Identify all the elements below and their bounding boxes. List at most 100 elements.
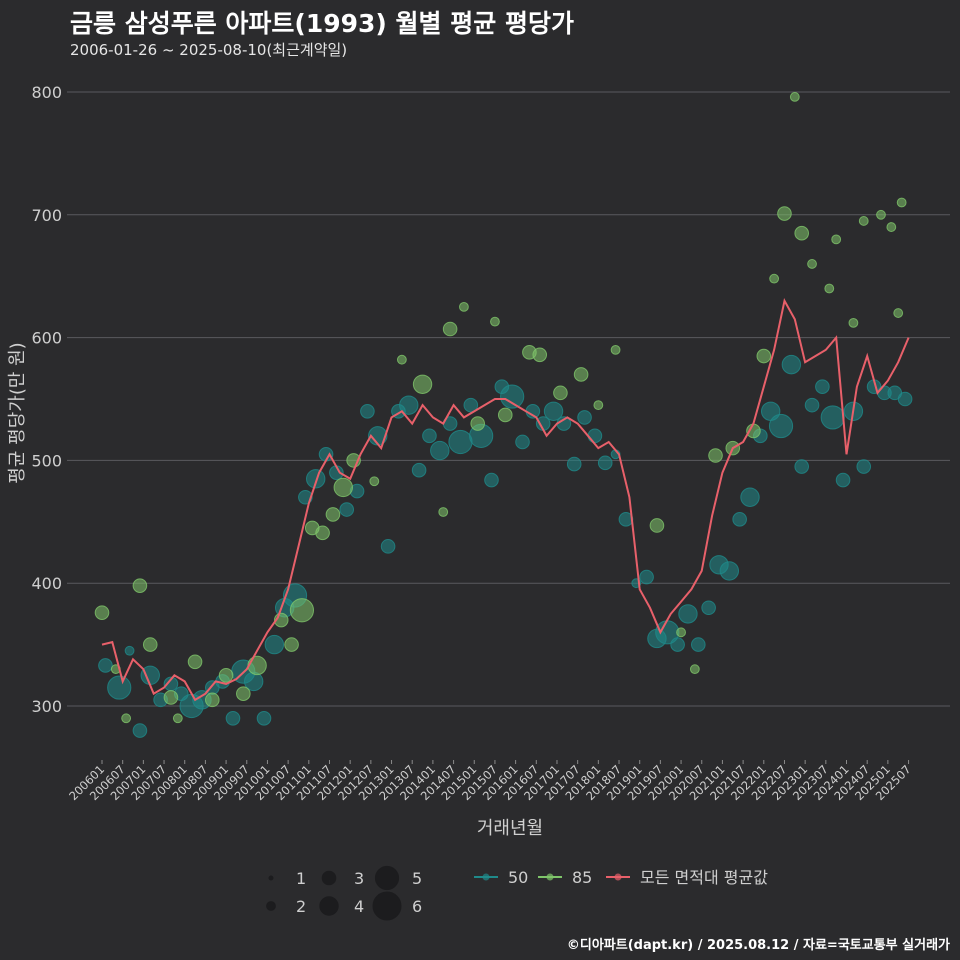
- point-85: [369, 476, 380, 487]
- point-50: [306, 469, 326, 489]
- point-85: [756, 348, 772, 364]
- point-85: [247, 655, 267, 676]
- point-85: [325, 507, 341, 522]
- x-axis-label: 거래년월: [477, 818, 543, 839]
- legend-size-label: 5: [412, 869, 422, 888]
- y-tick-label: 700: [31, 206, 62, 225]
- point-50: [411, 462, 427, 478]
- point-50: [781, 354, 802, 375]
- legend-size-dot: [374, 865, 400, 891]
- legend-size-label: 4: [354, 897, 364, 916]
- point-85: [876, 209, 886, 220]
- point-50: [399, 395, 419, 415]
- point-50: [339, 502, 355, 517]
- point-85: [442, 321, 458, 337]
- point-50: [690, 637, 706, 652]
- point-85: [142, 637, 158, 652]
- point-50: [132, 723, 148, 738]
- y-tick-label: 300: [31, 697, 62, 716]
- point-85: [831, 234, 842, 245]
- point-85: [573, 367, 589, 382]
- legend-key-dot: [482, 873, 490, 881]
- point-50: [543, 401, 564, 421]
- point-85: [824, 283, 835, 294]
- point-50: [500, 384, 525, 409]
- point-50: [448, 429, 473, 455]
- point-85: [676, 627, 686, 638]
- source-caption: ©디아파트(dapt.kr) / 2025.08.12 / 자료=국토교통부 실…: [566, 938, 950, 953]
- point-85: [794, 225, 810, 241]
- point-85: [858, 216, 869, 226]
- point-85: [610, 344, 621, 355]
- point-85: [553, 385, 568, 401]
- point-50: [740, 487, 760, 507]
- point-50: [430, 440, 450, 461]
- legend-size-label: 1: [296, 869, 306, 888]
- point-50: [768, 413, 794, 439]
- point-50: [566, 456, 582, 472]
- point-50: [577, 410, 592, 425]
- legend-size-dot: [321, 870, 337, 886]
- legend-series-label: 85: [572, 868, 592, 887]
- point-50: [820, 405, 845, 430]
- point-85: [333, 477, 353, 498]
- point-85: [886, 222, 897, 232]
- chart-title: 금릉 삼성푸른 아파트(1993) 월별 평균 평당가: [70, 9, 574, 38]
- point-50: [98, 658, 113, 673]
- point-85: [490, 316, 500, 327]
- average-line-path: [101, 297, 910, 702]
- point-85: [187, 654, 203, 670]
- point-50: [670, 637, 685, 652]
- point-85: [396, 354, 407, 365]
- point-85: [284, 637, 299, 652]
- point-50: [835, 472, 851, 488]
- point-85: [649, 518, 665, 533]
- point-85: [848, 317, 859, 328]
- y-tick-label: 600: [31, 329, 62, 348]
- point-85: [236, 686, 251, 702]
- legend-size-label: 3: [354, 869, 364, 888]
- scatter-points: [94, 92, 913, 738]
- point-85: [218, 668, 234, 683]
- point-85: [470, 416, 486, 431]
- point-50: [856, 459, 872, 474]
- point-50: [107, 675, 132, 700]
- y-tick-label: 500: [31, 451, 62, 470]
- point-50: [587, 428, 603, 444]
- point-50: [380, 539, 396, 554]
- x-axis-ticks: 2006012006072007012007072008012008072009…: [66, 760, 914, 803]
- point-85: [204, 692, 220, 708]
- point-50: [732, 512, 747, 527]
- y-tick-label: 800: [31, 83, 62, 102]
- point-50: [463, 397, 479, 413]
- point-85: [289, 598, 315, 623]
- point-85: [94, 605, 110, 620]
- point-85: [412, 374, 433, 394]
- point-85: [459, 302, 469, 312]
- point-85: [163, 690, 179, 705]
- point-85: [708, 448, 723, 463]
- point-85: [121, 713, 132, 724]
- point-85: [532, 347, 548, 363]
- point-50: [515, 434, 530, 450]
- point-50: [264, 634, 285, 655]
- point-50: [815, 379, 830, 395]
- point-85: [438, 507, 449, 517]
- point-50: [719, 561, 740, 581]
- point-85: [315, 525, 330, 541]
- point-85: [893, 308, 904, 318]
- point-85: [789, 92, 800, 102]
- point-50: [124, 645, 135, 656]
- legend-series-label: 모든 면적대 평균값: [640, 868, 768, 887]
- point-85: [807, 259, 817, 269]
- point-50: [597, 455, 613, 471]
- legend-size-dot: [319, 896, 339, 916]
- point-50: [422, 428, 437, 444]
- point-85: [769, 273, 780, 284]
- point-85: [689, 664, 700, 675]
- y-tick-label: 400: [31, 574, 62, 593]
- gridlines: [67, 91, 950, 707]
- point-85: [593, 400, 604, 411]
- point-50: [360, 403, 375, 419]
